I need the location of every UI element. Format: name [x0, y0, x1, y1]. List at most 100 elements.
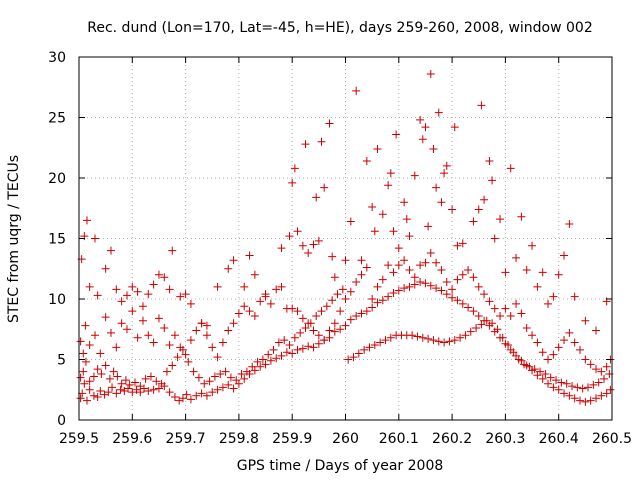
data-point	[522, 324, 531, 333]
data-point	[170, 393, 179, 402]
x-tick-label: 259.7	[166, 431, 206, 447]
data-point	[309, 343, 318, 352]
data-point	[160, 324, 169, 333]
data-point	[432, 258, 441, 267]
data-point	[424, 334, 433, 343]
data-point	[261, 292, 270, 301]
x-tick-label: 260.1	[379, 431, 419, 447]
data-point	[528, 331, 537, 340]
data-point	[250, 311, 259, 320]
data-point	[453, 296, 462, 305]
y-tick-label: 0	[57, 413, 66, 429]
data-point	[144, 290, 153, 299]
data-point	[242, 367, 251, 376]
data-point	[157, 379, 166, 388]
x-tick-labels: 259.5 259.6 259.7 259.8 259.9 260 260.1 260.2 26…	[59, 431, 632, 447]
data-point	[469, 217, 478, 226]
data-point	[224, 326, 233, 335]
data-point	[256, 297, 265, 306]
data-point	[96, 386, 105, 395]
data-point	[320, 183, 329, 192]
data-point	[288, 304, 297, 313]
data-point	[357, 270, 366, 279]
data-point	[168, 361, 177, 370]
data-point	[418, 135, 427, 144]
data-point	[405, 265, 414, 274]
data-point	[389, 268, 398, 277]
data-point	[474, 311, 483, 320]
data-point	[181, 350, 190, 359]
data-point	[413, 332, 422, 341]
data-point	[586, 360, 595, 369]
data-point	[218, 383, 227, 392]
x-tick-label: 259.6	[112, 431, 152, 447]
data-point	[346, 315, 355, 324]
data-point	[448, 293, 457, 302]
data-point	[592, 394, 601, 403]
data-point	[442, 278, 451, 287]
data-point	[296, 328, 305, 337]
data-point	[384, 261, 393, 270]
data-point	[560, 251, 569, 260]
data-point	[133, 287, 142, 296]
data-point	[384, 292, 393, 301]
data-point	[117, 319, 126, 328]
data-point	[165, 285, 174, 294]
data-point	[376, 338, 385, 347]
data-point	[125, 380, 134, 389]
data-point	[309, 326, 318, 335]
data-point	[264, 350, 273, 359]
data-point	[213, 353, 222, 362]
data-point	[78, 389, 87, 398]
data-point	[381, 336, 390, 345]
data-point	[464, 265, 473, 274]
data-point	[458, 239, 467, 248]
data-point	[330, 327, 339, 336]
x-tick-label: 260.2	[432, 431, 472, 447]
data-point	[434, 108, 443, 117]
data-point	[418, 333, 427, 342]
data-point	[248, 362, 257, 371]
data-point	[184, 357, 193, 366]
data-point	[501, 268, 510, 277]
data-point	[138, 302, 147, 311]
data-point	[570, 394, 579, 403]
data-point	[144, 386, 153, 395]
data-point	[386, 333, 395, 342]
data-point	[266, 356, 275, 365]
data-point	[405, 232, 414, 241]
data-point	[448, 205, 457, 214]
data-point	[509, 348, 518, 357]
data-point	[568, 382, 577, 391]
data-point	[581, 316, 590, 325]
data-point	[466, 327, 475, 336]
data-point	[76, 394, 85, 403]
data-point	[202, 391, 211, 400]
data-point	[301, 324, 310, 333]
data-point	[256, 362, 265, 371]
data-point	[304, 342, 313, 351]
data-point	[469, 307, 478, 316]
data-point	[85, 385, 94, 394]
data-point	[389, 288, 398, 297]
data-point	[549, 292, 558, 301]
data-point	[506, 311, 515, 320]
data-point	[317, 307, 326, 316]
data-point	[410, 273, 419, 282]
data-point	[426, 249, 435, 258]
data-point	[277, 244, 286, 253]
data-point	[416, 261, 425, 270]
data-point	[194, 373, 203, 382]
data-point	[362, 263, 371, 272]
data-point	[586, 396, 595, 405]
data-point	[168, 246, 177, 255]
data-point	[432, 183, 441, 192]
data-point	[597, 391, 606, 400]
data-point	[400, 198, 409, 207]
data-point	[79, 367, 88, 376]
data-point	[333, 290, 342, 299]
data-point	[549, 350, 558, 359]
data-point	[325, 326, 334, 335]
data-point	[474, 205, 483, 214]
data-point	[552, 376, 561, 385]
